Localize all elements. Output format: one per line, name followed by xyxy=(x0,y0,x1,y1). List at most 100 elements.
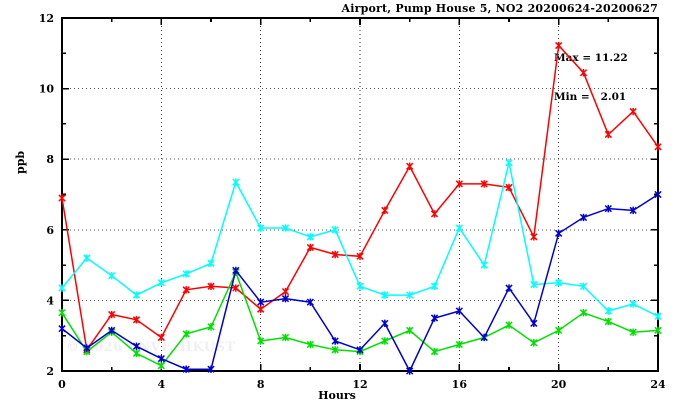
data-point-marker xyxy=(108,271,116,280)
data-point-marker xyxy=(58,194,66,202)
data-point-marker xyxy=(281,294,290,303)
data-point-marker xyxy=(281,287,290,296)
data-point-marker xyxy=(629,300,637,308)
data-point-marker xyxy=(555,326,563,335)
series-line xyxy=(61,43,659,352)
data-point-marker xyxy=(654,190,662,199)
data-point-marker xyxy=(182,365,190,373)
data-point-marker xyxy=(356,252,364,260)
min-label: Min = 2.01 xyxy=(554,91,627,103)
y-tick-label: 6 xyxy=(46,224,54,237)
data-point-marker xyxy=(157,354,165,363)
data-point-marker xyxy=(555,279,563,287)
data-point-marker xyxy=(579,282,588,290)
data-point-marker xyxy=(381,291,389,299)
x-tick-label: 8 xyxy=(257,378,265,391)
data-point-marker xyxy=(257,337,265,345)
chart-title: Airport, Pump House 5, NO2 20200624-2020… xyxy=(341,2,658,15)
data-point-marker xyxy=(430,282,439,290)
data-point-marker xyxy=(480,333,488,342)
y-tick-label: 8 xyxy=(46,153,54,166)
data-point-marker xyxy=(430,314,439,322)
data-point-marker xyxy=(430,347,439,356)
data-point-marker xyxy=(58,324,66,333)
data-point-marker xyxy=(505,284,513,292)
data-point-marker xyxy=(281,333,290,342)
data-point-marker xyxy=(232,178,240,186)
data-point-marker xyxy=(257,298,265,306)
data-point-marker xyxy=(356,346,364,354)
y-tick-label: 2 xyxy=(46,365,54,378)
data-point-marker xyxy=(306,340,314,349)
data-point-marker xyxy=(455,307,463,315)
data-point-marker xyxy=(58,284,66,292)
data-point-marker xyxy=(530,319,538,328)
data-point-marker xyxy=(207,259,215,268)
data-point-marker xyxy=(480,261,488,269)
data-point-marker xyxy=(555,41,563,50)
x-tick-label: 24 xyxy=(650,378,666,391)
data-point-marker xyxy=(555,229,563,238)
data-point-marker xyxy=(356,282,364,290)
series-line xyxy=(61,162,659,317)
data-point-marker xyxy=(629,328,637,336)
data-point-marker xyxy=(629,107,637,116)
data-point-marker xyxy=(108,310,116,319)
data-point-marker xyxy=(132,342,141,350)
series-series-cyan xyxy=(58,159,662,320)
x-axis-label: Hours xyxy=(318,389,356,402)
data-point-marker xyxy=(132,291,141,299)
data-point-marker xyxy=(381,319,389,328)
data-point-marker xyxy=(83,254,91,262)
data-point-marker xyxy=(331,346,339,354)
x-tick-label: 12 xyxy=(352,378,367,391)
data-point-marker xyxy=(604,317,612,326)
data-point-marker xyxy=(406,326,414,335)
x-tick-label: 16 xyxy=(452,378,468,391)
data-point-marker xyxy=(207,323,215,331)
data-point-marker xyxy=(579,309,588,317)
stats-annotation: Max = 11.22 Min = 2.01 xyxy=(554,26,628,130)
data-point-marker xyxy=(455,340,463,349)
data-point-marker xyxy=(306,233,314,241)
data-point-marker xyxy=(331,250,339,259)
data-point-marker xyxy=(381,206,389,215)
data-point-marker xyxy=(232,266,240,275)
data-point-marker xyxy=(58,309,66,317)
data-point-marker xyxy=(232,284,240,292)
data-point-marker xyxy=(654,143,662,151)
data-point-marker xyxy=(132,349,141,358)
data-point-marker xyxy=(579,213,588,222)
data-point-marker xyxy=(281,224,290,232)
data-point-marker xyxy=(83,344,91,352)
data-point-marker xyxy=(654,326,662,335)
data-point-marker xyxy=(182,286,190,294)
x-tick-label: 0 xyxy=(58,378,66,391)
y-tick-label: 10 xyxy=(39,83,55,96)
data-point-marker xyxy=(505,183,513,192)
data-point-marker xyxy=(530,280,538,289)
data-point-marker xyxy=(530,233,538,241)
data-point-marker xyxy=(604,130,612,139)
data-point-marker xyxy=(108,326,116,335)
data-point-marker xyxy=(455,180,463,188)
data-point-marker xyxy=(257,305,265,313)
data-point-marker xyxy=(381,337,389,345)
data-point-marker xyxy=(604,204,612,213)
x-tick-label: 20 xyxy=(551,378,567,391)
data-point-marker xyxy=(331,226,339,234)
data-point-marker xyxy=(430,210,439,218)
data-point-marker xyxy=(406,367,414,375)
data-point-marker xyxy=(157,333,165,342)
data-point-marker xyxy=(207,282,215,290)
data-point-marker xyxy=(257,224,265,232)
data-point-marker xyxy=(604,307,612,315)
data-point-marker xyxy=(207,365,215,373)
data-point-marker xyxy=(406,291,414,299)
watermark: © 2026 ENVF, HKUST xyxy=(66,340,236,355)
data-point-marker xyxy=(654,312,662,320)
data-point-marker xyxy=(530,339,538,347)
data-point-marker xyxy=(579,69,588,77)
data-point-marker xyxy=(132,316,141,324)
